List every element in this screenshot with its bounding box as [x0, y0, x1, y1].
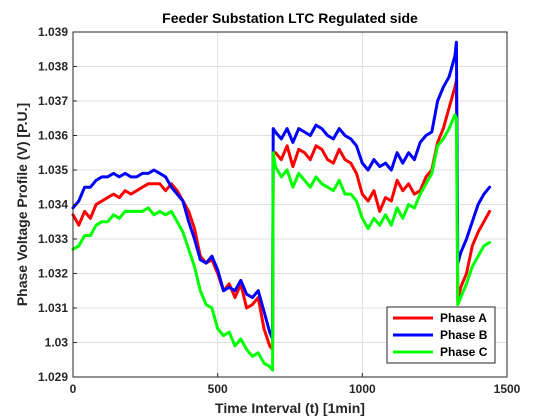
series-line-phase-b	[71, 40, 492, 341]
axis-ticks: 0 500 1000 1500 1.029 1.03 1.031 1.032 1.033 1.03…	[38, 25, 521, 396]
y-tick-label: 1.037	[38, 94, 68, 108]
x-axis-label: Time Interval (t) [1min]	[215, 400, 365, 416]
y-tick-label: 1.033	[38, 232, 68, 246]
y-tick-label: 1.031	[38, 301, 68, 315]
x-tick-label: 500	[208, 382, 228, 396]
y-tick-label: 1.038	[38, 60, 68, 74]
legend-label: Phase B	[440, 328, 488, 342]
x-tick-label: 1500	[494, 382, 521, 396]
y-tick-label: 1.036	[38, 129, 68, 143]
y-tick-label: 1.035	[38, 163, 68, 177]
y-tick-label: 1.029	[38, 370, 68, 384]
chart-title: Feeder Substation LTC Regulated side	[162, 10, 418, 26]
y-tick-label: 1.032	[38, 267, 68, 281]
legend: Phase A Phase B Phase C	[386, 306, 496, 364]
legend-label: Phase A	[440, 311, 487, 325]
x-tick-label: 1000	[349, 382, 376, 396]
legend-label: Phase C	[440, 345, 488, 359]
y-tick-label: 1.039	[38, 25, 68, 39]
y-tick-label: 1.034	[38, 198, 68, 212]
series-line-phase-a	[71, 78, 492, 351]
y-axis-label: Phase Voltage Profile (V) [P.U.]	[14, 103, 30, 306]
series-line-phase-c	[71, 113, 492, 372]
x-tick-label: 0	[70, 382, 77, 396]
y-tick-label: 1.03	[45, 336, 69, 350]
series-layer	[71, 40, 492, 372]
